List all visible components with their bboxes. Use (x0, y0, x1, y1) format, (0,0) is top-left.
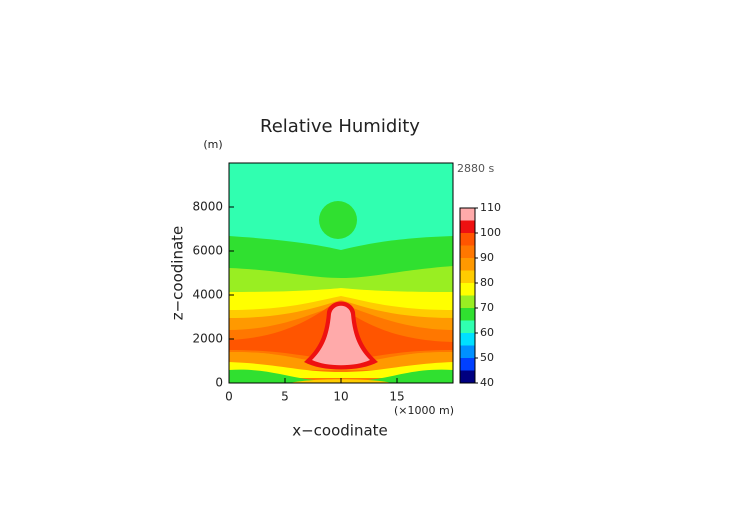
y-tick-label: 6000 (192, 244, 223, 258)
y-unit: (m) (203, 138, 222, 151)
y-tick-label: 4000 (192, 288, 223, 302)
y-tick-label: 8000 (192, 200, 223, 214)
contour-region (319, 201, 357, 239)
colorbar-tick-label: 60 (480, 326, 494, 339)
colorbar-swatch (460, 233, 475, 246)
colorbar-tick-label: 40 (480, 376, 494, 389)
colorbar-swatch (460, 295, 475, 308)
y-tick-label: 2000 (192, 332, 223, 346)
contour-region (229, 352, 453, 370)
colorbar-tick-label: 110 (480, 201, 501, 214)
colorbar-swatch (460, 208, 475, 221)
colorbar-swatch (460, 258, 475, 271)
colorbar-tick-label: 50 (480, 351, 494, 364)
time-label: 2880 s (457, 162, 494, 175)
chart-title: Relative Humidity (260, 116, 420, 137)
contour-region (229, 362, 453, 378)
colorbar-swatch (460, 358, 475, 371)
x-tick-label: 10 (333, 390, 348, 404)
colorbar-swatch (460, 345, 475, 358)
colorbar-swatch (460, 220, 475, 233)
colorbar-swatch (460, 308, 475, 321)
x-axis-label: x−coodinate (292, 422, 388, 440)
colorbar-swatch (460, 270, 475, 283)
y-axis-label: z−coodinate (169, 226, 187, 321)
x-tick-label: 15 (389, 390, 404, 404)
y-tick-label: 0 (215, 376, 223, 390)
colorbar-tick-label: 100 (480, 226, 501, 239)
colorbar-tick-label: 80 (480, 276, 494, 289)
contour-field (229, 163, 453, 383)
colorbar-swatch (460, 283, 475, 296)
colorbar-swatch (460, 370, 475, 383)
x-tick-label: 5 (281, 390, 289, 404)
colorbar-swatch (460, 320, 475, 333)
x-unit: (×1000 m) (394, 404, 454, 417)
x-tick-label: 0 (225, 390, 233, 404)
colorbar-swatch (460, 245, 475, 258)
colorbar-frame (459, 207, 476, 384)
colorbar-swatch (460, 333, 475, 346)
colorbar-tick-label: 70 (480, 301, 494, 314)
colorbar-tick-label: 90 (480, 251, 494, 264)
contour-region (312, 305, 370, 366)
